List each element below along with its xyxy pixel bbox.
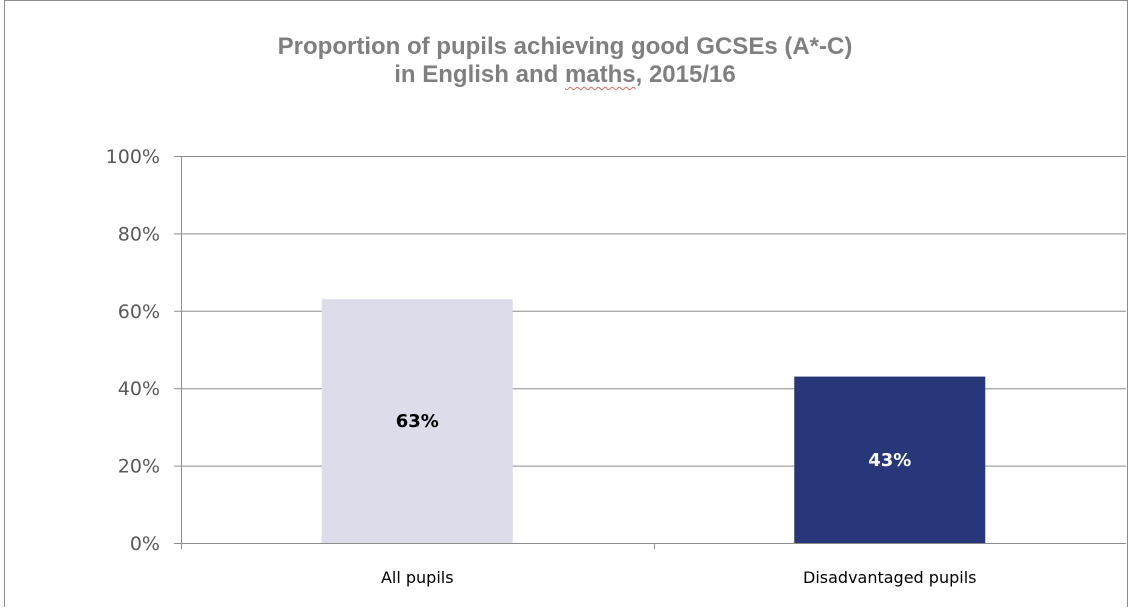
category-label-1: Disadvantaged pupils bbox=[803, 568, 976, 587]
y-tick-label-4: 80% bbox=[118, 223, 160, 245]
chart-title-underlined-word: maths bbox=[564, 61, 636, 88]
bar-1 bbox=[794, 376, 986, 543]
y-tick-label-0: 0% bbox=[130, 533, 160, 555]
chart-title-line-1: Proportion of pupils achieving good GCSE… bbox=[0, 33, 1130, 61]
chart-title-line-2: in English and maths, 2015/16 bbox=[0, 61, 1130, 89]
chart-title-text-1: Proportion of pupils achieving good GCSE… bbox=[277, 33, 853, 60]
y-tick-label-1: 20% bbox=[118, 456, 160, 478]
y-tick-label-3: 60% bbox=[118, 301, 160, 323]
y-tick-label-5: 100% bbox=[106, 146, 160, 168]
chart-title-suffix: , 2015/16 bbox=[635, 61, 736, 88]
bar-0 bbox=[321, 299, 513, 543]
chart-title-prefix: in English and bbox=[394, 61, 565, 88]
data-label-0: 63% bbox=[396, 411, 439, 432]
y-tick-label-2: 40% bbox=[118, 378, 160, 400]
category-label-0: All pupils bbox=[381, 568, 454, 587]
data-label-1: 43% bbox=[868, 450, 911, 471]
